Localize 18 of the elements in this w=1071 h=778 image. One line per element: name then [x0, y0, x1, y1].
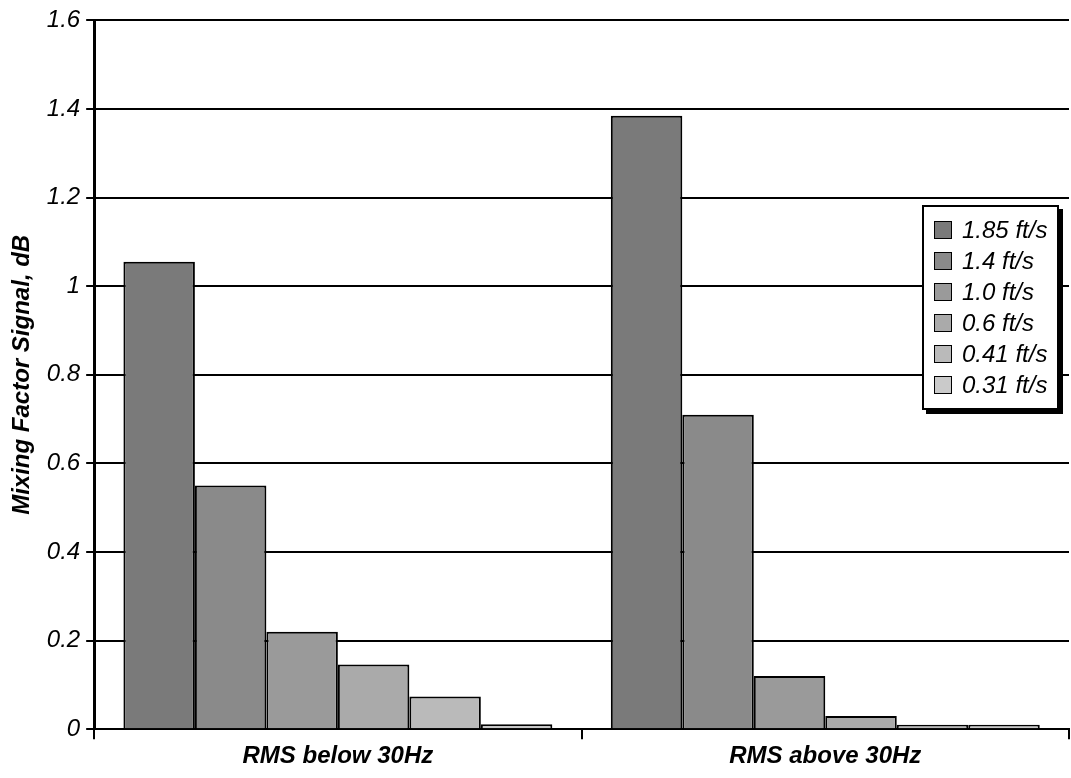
y-tick-label: 0.6: [46, 448, 81, 476]
legend-label: 1.85 ft/s: [962, 215, 1048, 244]
legend-label: 0.41 ft/s: [962, 339, 1048, 368]
legend-label: 1.4 ft/s: [962, 246, 1035, 275]
y-tick-label: 0.4: [46, 536, 81, 564]
y-tick-label: 0.2: [46, 625, 81, 653]
y-tick-label: 1.6: [46, 5, 81, 33]
y-tick-label: 1.2: [46, 182, 81, 210]
y-tick-label: 1: [66, 270, 81, 298]
x-tick-label: RMS above 30Hz: [729, 741, 922, 769]
legend-label: 0.6 ft/s: [962, 308, 1035, 337]
y-axis-title: Mixing Factor Signal, dB: [7, 234, 35, 515]
legend-label: 0.31 ft/s: [962, 370, 1048, 399]
y-tick-label: 0.8: [46, 359, 81, 387]
y-tick-label: 0: [66, 713, 81, 741]
legend-label: 1.0 ft/s: [962, 277, 1035, 306]
y-tick-label: 1.4: [46, 93, 81, 121]
x-tick-label: RMS below 30Hz: [242, 741, 434, 769]
